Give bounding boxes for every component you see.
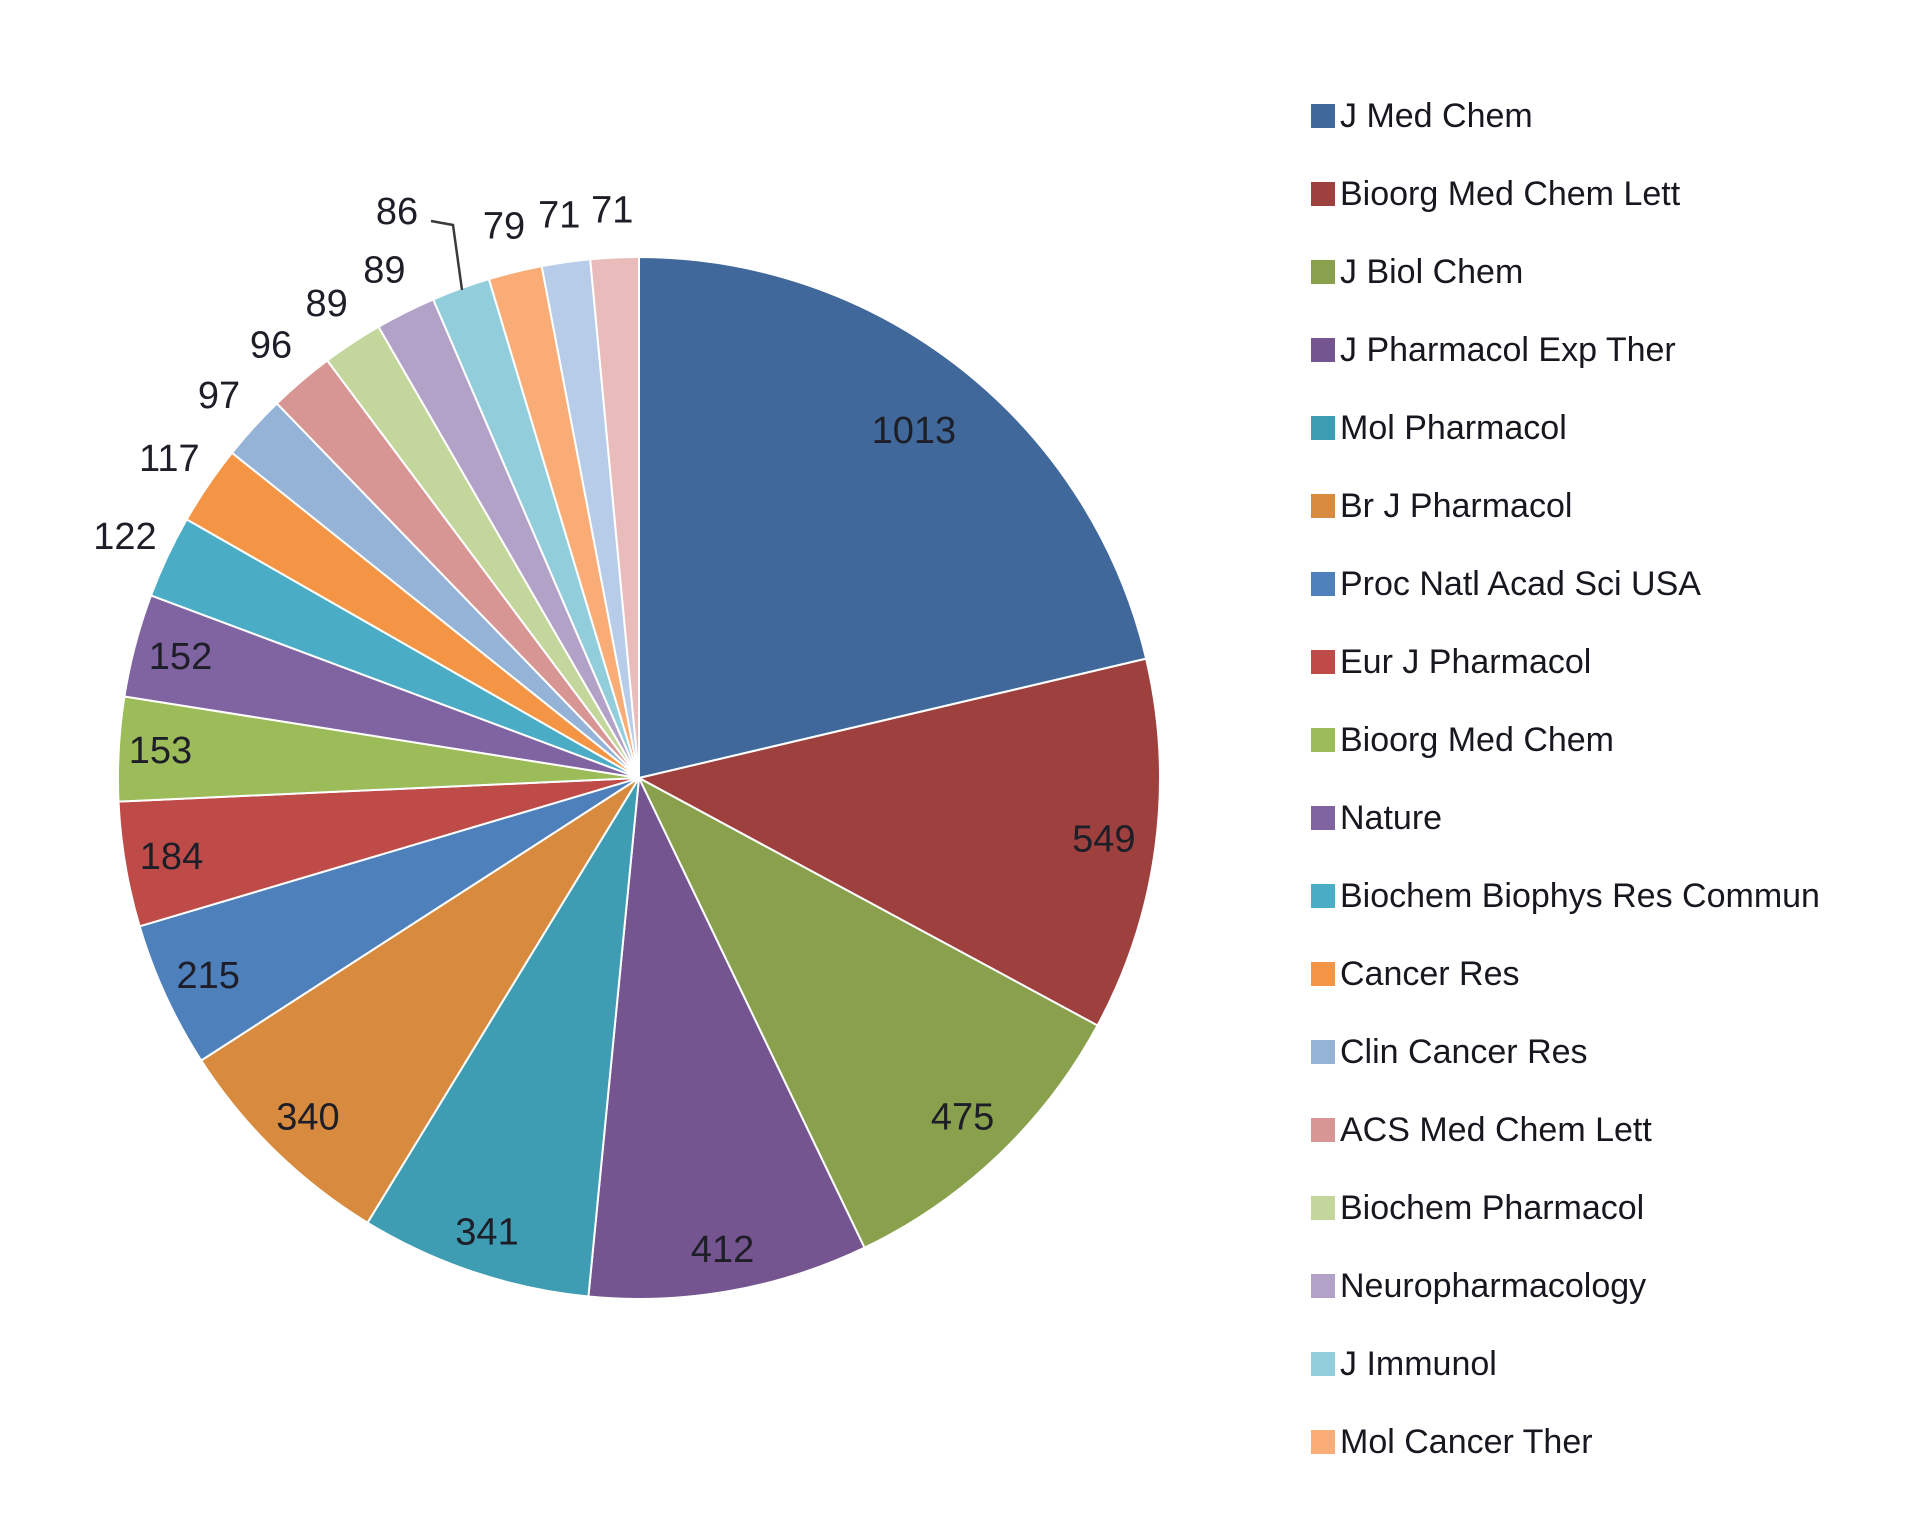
legend-item-label: ACS Med Chem Lett	[1340, 1111, 1652, 1149]
pie-slice-j-pharmacol-exp-ther	[587, 777, 866, 1300]
legend-item: Br J Pharmacol	[1311, 487, 1572, 525]
legend: J Med Chem Bioorg Med Chem Lett J Biol Che…	[1311, 97, 1820, 1461]
slice-value-label: 86	[376, 191, 418, 233]
legend-item: Clin Cancer Res	[1311, 1033, 1588, 1071]
legend-swatch	[1311, 182, 1335, 206]
legend-item: J Med Chem	[1311, 97, 1533, 135]
pie-slice-unlabeled-19	[589, 256, 640, 779]
pie-slice-j-med-chem	[638, 256, 1148, 779]
slice-value-label: 475	[931, 1096, 994, 1138]
legend-item: Bioorg Med Chem	[1311, 721, 1614, 759]
legend-swatch	[1311, 1274, 1335, 1298]
slice-value-label: 341	[455, 1212, 518, 1254]
legend-item-label: Nature	[1340, 799, 1442, 837]
legend-item-label: J Med Chem	[1340, 97, 1533, 135]
legend-item: J Pharmacol Exp Ther	[1311, 331, 1676, 369]
slice-value-label: 412	[691, 1229, 754, 1271]
slice-value-label: 340	[276, 1096, 339, 1138]
label-leader-line	[430, 219, 464, 291]
legend-swatch	[1311, 1118, 1335, 1142]
legend-swatch	[1311, 1040, 1335, 1064]
slice-value-label: 71	[591, 190, 633, 232]
slice-value-label: 79	[483, 205, 525, 247]
legend-item: Mol Pharmacol	[1311, 409, 1567, 447]
slice-value-label: 117	[139, 438, 200, 480]
legend-swatch	[1311, 494, 1335, 518]
legend-item-label: Biochem Biophys Res Commun	[1340, 877, 1820, 915]
legend-item-label: Bioorg Med Chem Lett	[1340, 175, 1681, 213]
legend-swatch	[1311, 884, 1335, 908]
legend-item-label: Cancer Res	[1340, 955, 1520, 993]
slice-value-label: 215	[176, 955, 239, 997]
legend-swatch	[1311, 728, 1335, 752]
legend-item-label: Bioorg Med Chem	[1340, 721, 1614, 759]
slice-value-label: 96	[250, 324, 292, 366]
slice-value-label: 122	[93, 516, 156, 558]
slice-value-label: 71	[538, 195, 580, 237]
legend-item-label: Proc Natl Acad Sci USA	[1340, 565, 1701, 603]
legend-item: J Immunol	[1311, 1345, 1497, 1383]
legend-item: Cancer Res	[1311, 955, 1520, 993]
slice-value-label: 153	[129, 730, 192, 772]
pie-slice-br-j-pharmacol	[200, 777, 640, 1224]
slice-value-label: 152	[149, 636, 212, 678]
legend-item-label: Br J Pharmacol	[1340, 487, 1572, 525]
legend-swatch	[1311, 806, 1335, 830]
legend-swatch	[1311, 104, 1335, 128]
slice-value-label: 184	[140, 836, 203, 878]
legend-item: Bioorg Med Chem Lett	[1311, 175, 1681, 213]
legend-swatch	[1311, 650, 1335, 674]
pie-slice-mol-pharmacol	[366, 777, 640, 1298]
slice-value-label: 549	[1072, 819, 1135, 861]
legend-item-label: Mol Cancer Ther	[1340, 1423, 1593, 1461]
legend-item: ACS Med Chem Lett	[1311, 1111, 1652, 1149]
legend-item-label: J Immunol	[1340, 1345, 1497, 1383]
legend-item: J Biol Chem	[1311, 253, 1523, 291]
slice-value-label: 1013	[872, 410, 957, 452]
slice-value-label: 89	[363, 249, 405, 291]
legend-item-label: Neuropharmacology	[1340, 1267, 1646, 1305]
legend-item-label: J Biol Chem	[1340, 253, 1523, 291]
legend-swatch	[1311, 416, 1335, 440]
legend-swatch	[1311, 260, 1335, 284]
legend-swatch	[1311, 962, 1335, 986]
legend-swatch	[1311, 1196, 1335, 1220]
legend-item-label: Biochem Pharmacol	[1340, 1189, 1644, 1227]
legend-item-label: Clin Cancer Res	[1340, 1033, 1588, 1071]
legend-swatch	[1311, 1352, 1335, 1376]
legend-item-label: Mol Pharmacol	[1340, 409, 1567, 447]
legend-swatch	[1311, 338, 1335, 362]
slice-value-label: 89	[305, 283, 347, 325]
legend-item: Neuropharmacology	[1311, 1267, 1646, 1305]
legend-item: Nature	[1311, 799, 1442, 837]
legend-item-label: J Pharmacol Exp Ther	[1340, 331, 1676, 369]
legend-item: Biochem Pharmacol	[1311, 1189, 1644, 1227]
legend-swatch	[1311, 572, 1335, 596]
slice-value-label: 97	[198, 375, 240, 417]
legend-item: Proc Natl Acad Sci USA	[1311, 565, 1701, 603]
pie-slice-j-biol-chem	[638, 777, 1099, 1249]
pie-slice-bioorg-med-chem-lett	[638, 657, 1161, 1027]
legend-item: Eur J Pharmacol	[1311, 643, 1591, 681]
legend-item: Biochem Biophys Res Commun	[1311, 877, 1820, 915]
legend-swatch	[1311, 1430, 1335, 1454]
legend-item-label: Eur J Pharmacol	[1340, 643, 1591, 681]
legend-item: Mol Cancer Ther	[1311, 1423, 1593, 1461]
